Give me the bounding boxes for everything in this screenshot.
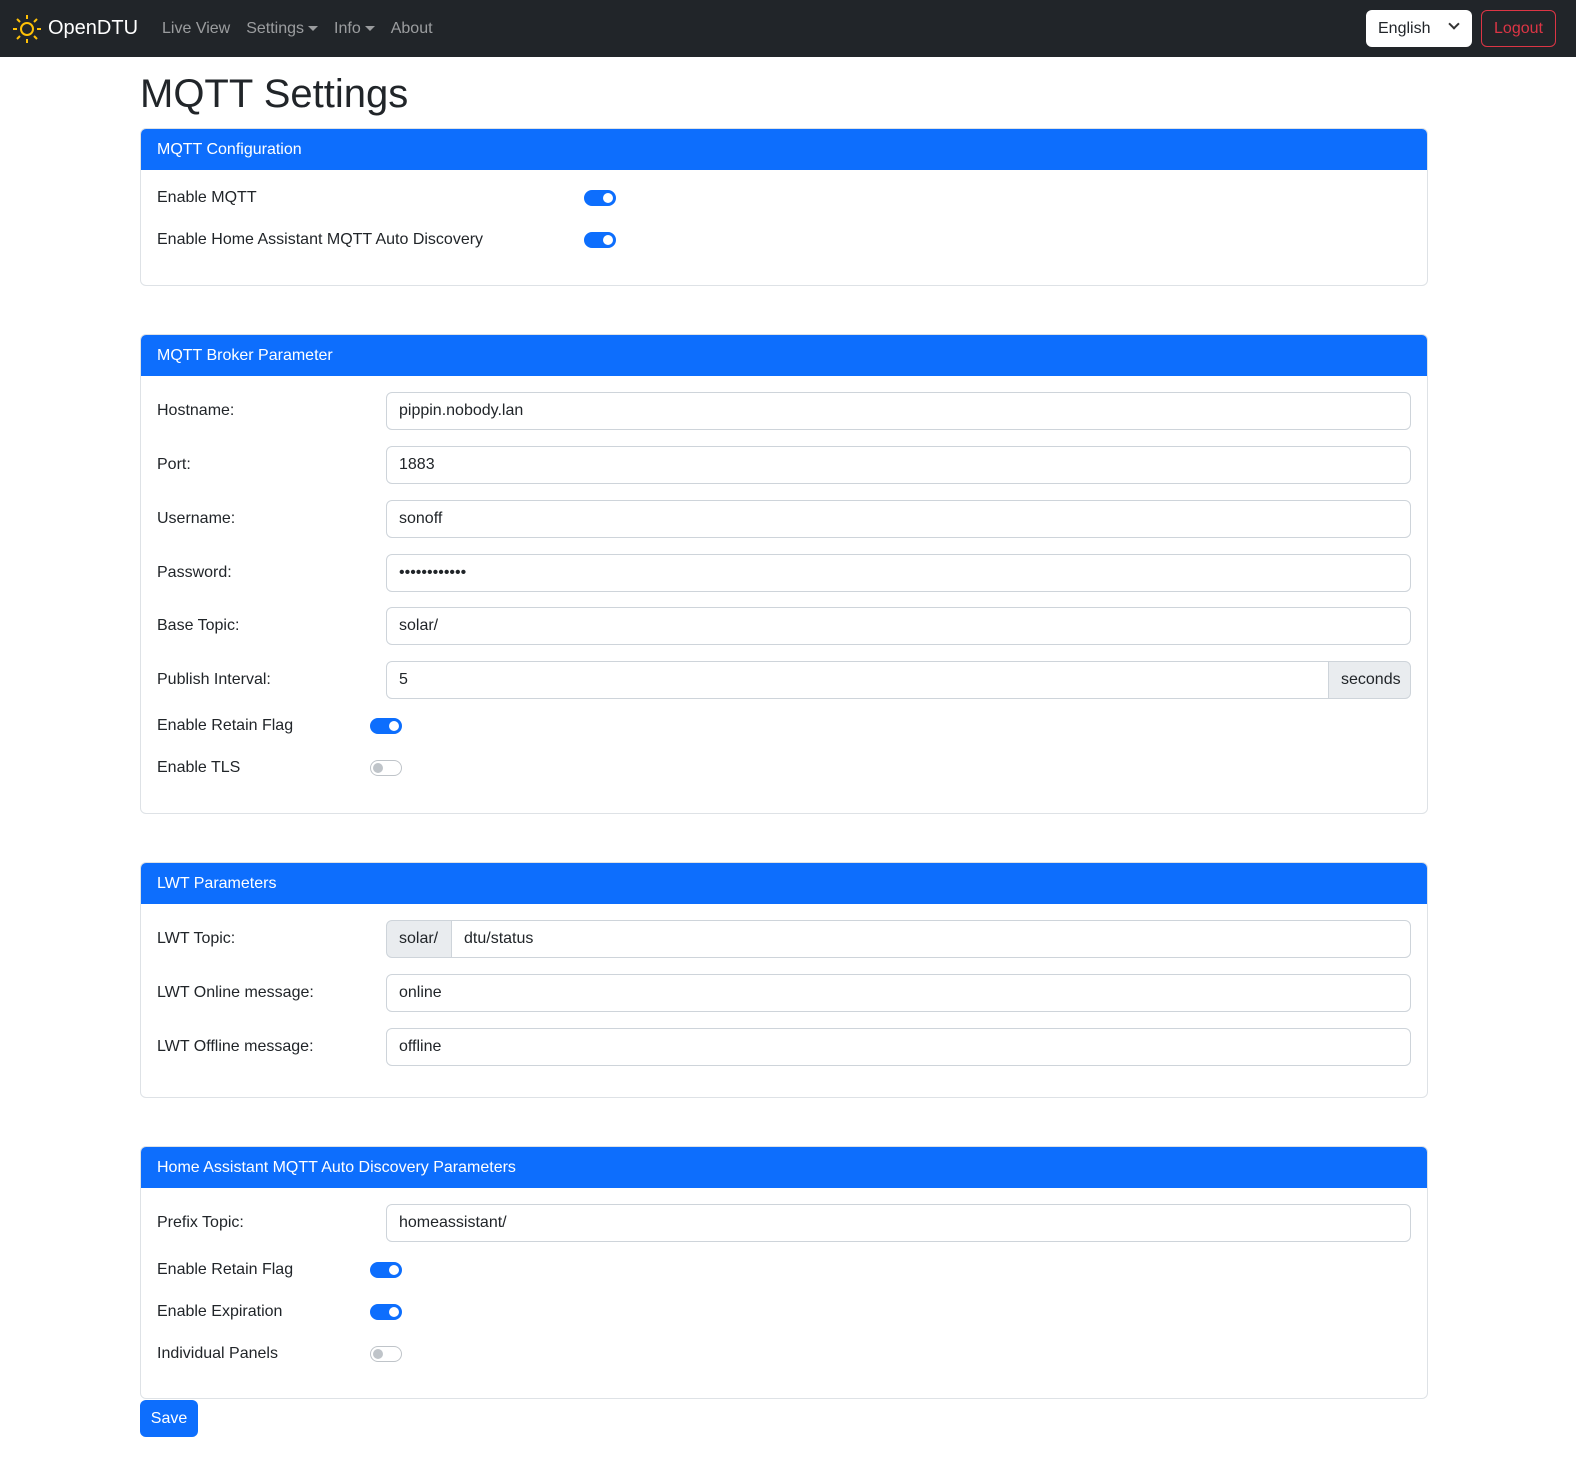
username-input[interactable]: sonoff (386, 500, 1411, 538)
chevron-down-icon (1448, 18, 1460, 30)
hostname-input[interactable]: pippin.nobody.lan (386, 392, 1411, 430)
port-label: Port: (157, 456, 191, 473)
prefix-topic-input[interactable]: homeassistant/ (386, 1204, 1411, 1242)
enable-ha-toggle[interactable] (584, 232, 616, 248)
enable-ha-label: Enable Home Assistant MQTT Auto Discover… (157, 231, 484, 248)
lwt-offline-input[interactable]: offline (386, 1028, 1411, 1066)
tls-label: Enable TLS (157, 759, 241, 776)
mqtt-configuration-card: MQTT Configuration Enable MQTT Enable Ho… (140, 128, 1428, 286)
publish-interval-label: Publish Interval: (157, 671, 271, 688)
prefix-topic-label: Prefix Topic: (157, 1214, 244, 1231)
language-select[interactable]: English (1366, 10, 1472, 47)
expiration-label: Enable Expiration (157, 1303, 283, 1320)
logout-button[interactable]: Logout (1481, 10, 1556, 47)
password-label: Password: (157, 564, 232, 581)
lwt-topic-prefix: solar/ (386, 920, 452, 958)
enable-mqtt-toggle[interactable] (584, 190, 616, 206)
nav-info-label: Info (334, 19, 361, 37)
page-title: MQTT Settings (140, 72, 409, 116)
caret-down-icon (308, 26, 319, 31)
lwt-online-label: LWT Online message: (157, 984, 314, 1001)
lwt-offline-label: LWT Offline message: (157, 1038, 314, 1055)
individual-panels-toggle[interactable] (370, 1346, 402, 1362)
expiration-toggle[interactable] (370, 1304, 402, 1320)
individual-panels-label: Individual Panels (157, 1345, 278, 1362)
ha-retain-label: Enable Retain Flag (157, 1261, 294, 1278)
lwt-online-input[interactable]: online (386, 974, 1411, 1012)
nav-info[interactable]: Info (334, 20, 375, 38)
seconds-addon: seconds (1328, 661, 1411, 699)
retain-flag-toggle[interactable] (370, 718, 402, 734)
nav-settings[interactable]: Settings (246, 19, 319, 38)
caret-down-icon (364, 26, 375, 31)
lwt-parameters-card: LWT Parameters LWT Topic: solar/dtu/statu… (140, 862, 1428, 1098)
password-input[interactable]: •••••••••••• (386, 554, 1411, 592)
brand-name: OpenDTU (48, 17, 139, 39)
nav-about[interactable]: About (390, 19, 433, 37)
enable-mqtt-label: Enable MQTT (157, 189, 257, 206)
save-button[interactable]: Save (140, 1400, 198, 1437)
base-topic-label: Base Topic: (157, 617, 240, 634)
lwt-topic-input[interactable]: dtu/status (451, 920, 1411, 958)
username-label: Username: (157, 510, 236, 527)
nav-settings-label: Settings (246, 19, 305, 37)
language-value: English (1378, 19, 1431, 37)
lwt-topic-label: LWT Topic: (157, 930, 236, 947)
card-header: MQTT Broker Parameter (141, 335, 1427, 376)
brand-link[interactable]: OpenDTU (12, 14, 138, 44)
ha-retain-toggle[interactable] (370, 1262, 402, 1278)
navbar: OpenDTU Live View Settings Info About En… (0, 0, 1576, 57)
mqtt-broker-card: MQTT Broker Parameter Hostname: pippin.no… (140, 334, 1428, 814)
retain-flag-label: Enable Retain Flag (157, 717, 294, 734)
ha-discovery-card: Home Assistant MQTT Auto Discovery Param… (140, 1146, 1428, 1399)
card-header: LWT Parameters (141, 863, 1427, 904)
card-header: MQTT Configuration (141, 129, 1427, 170)
base-topic-input[interactable]: solar/ (386, 607, 1411, 645)
port-input[interactable]: 1883 (386, 446, 1411, 484)
sun-icon (13, 14, 41, 43)
nav-live-view[interactable]: Live View (162, 19, 231, 37)
hostname-label: Hostname: (157, 402, 235, 419)
publish-interval-input[interactable]: 5 (386, 661, 1329, 699)
tls-toggle[interactable] (370, 760, 402, 776)
card-header: Home Assistant MQTT Auto Discovery Param… (141, 1147, 1427, 1188)
